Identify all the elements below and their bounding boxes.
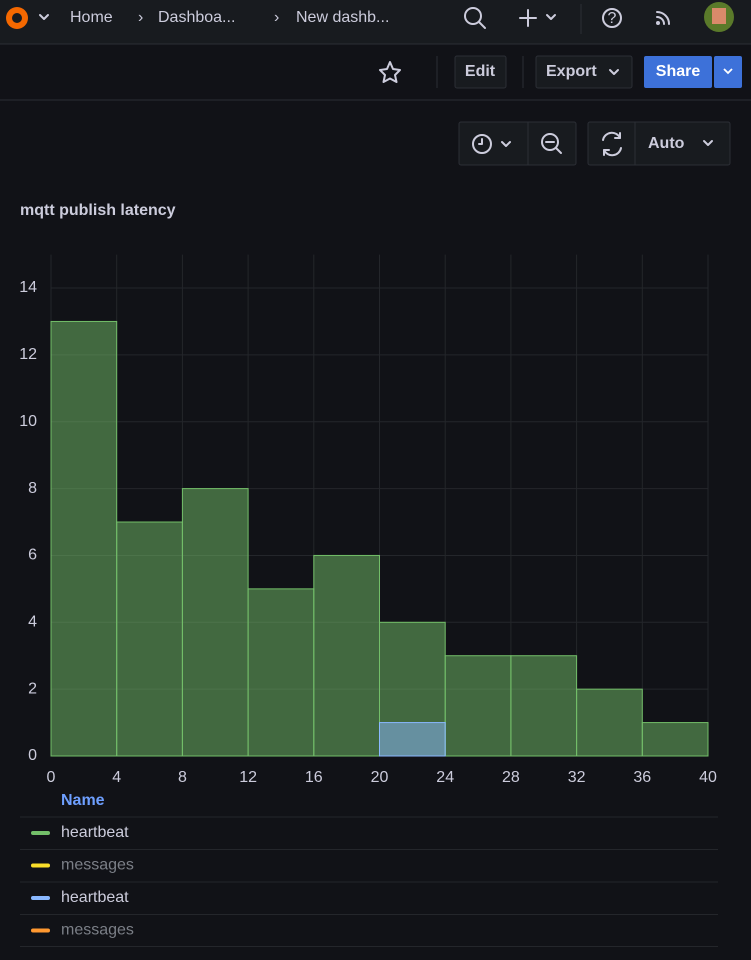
chevron <box>703 140 713 146</box>
export-label: Export <box>546 63 597 80</box>
legend-entry[interactable]: messages <box>61 922 134 939</box>
x-tick-label: 0 <box>47 769 56 786</box>
legend-entry[interactable]: heartbeat <box>61 824 129 841</box>
grafana-logo[interactable] <box>6 7 28 29</box>
star-icon[interactable] <box>379 61 401 83</box>
y-tick-label: 6 <box>28 547 37 564</box>
y-tick-label: 12 <box>19 346 37 363</box>
histogram-bar <box>576 688 643 757</box>
legend-header: Name <box>61 792 105 809</box>
legend-entry[interactable]: heartbeat <box>61 889 129 906</box>
x-tick-label: 16 <box>305 769 323 786</box>
histogram-bar <box>181 488 249 757</box>
x-tick-label: 28 <box>502 769 520 786</box>
histogram-bar <box>379 722 446 757</box>
help-glyph: ? <box>608 10 617 27</box>
zoom-out-icon[interactable] <box>541 133 562 154</box>
refresh-picker[interactable] <box>587 121 731 166</box>
separator: › <box>274 9 279 26</box>
x-tick-label: 24 <box>436 769 454 786</box>
y-tick-label: 8 <box>28 480 37 497</box>
histogram-bar <box>247 588 315 757</box>
refresh-icon[interactable] <box>602 131 622 157</box>
export-button[interactable] <box>535 55 633 89</box>
panel-title: mqtt publish latency <box>20 202 176 219</box>
clock-icon <box>472 134 511 154</box>
x-tick-label: 32 <box>568 769 586 786</box>
x-tick-label: 40 <box>699 769 717 786</box>
breadcrumb: New dashb... <box>296 9 389 26</box>
logo-hole <box>12 13 22 23</box>
y-tick-label: 14 <box>19 279 37 296</box>
chevron <box>723 68 733 75</box>
histogram-bar <box>116 521 183 757</box>
x-tick-label: 8 <box>178 769 187 786</box>
breadcrumb[interactable]: Dashboa... <box>158 9 235 26</box>
help-icon[interactable] <box>602 8 622 28</box>
top-bar <box>0 0 751 44</box>
search-icon[interactable] <box>464 7 486 29</box>
time-picker[interactable] <box>458 121 577 166</box>
breadcrumb[interactable]: Home <box>70 9 113 26</box>
x-tick-label: 36 <box>633 769 651 786</box>
histogram-bar <box>641 722 709 757</box>
chevron <box>609 69 619 75</box>
chevron[interactable] <box>39 14 49 20</box>
share-button[interactable] <box>644 56 712 88</box>
histogram-bar <box>444 655 512 757</box>
y-tick-label: 4 <box>28 614 37 631</box>
histogram-bar <box>510 655 578 757</box>
rss-icon[interactable] <box>656 11 670 25</box>
x-tick-label: 12 <box>239 769 257 786</box>
avatar-face <box>712 8 726 24</box>
y-tick-label: 0 <box>28 747 37 764</box>
edit-button[interactable] <box>454 55 507 89</box>
histogram-bar <box>50 320 118 757</box>
share-label: Share <box>656 63 701 80</box>
x-tick-label: 4 <box>112 769 121 786</box>
legend-entry[interactable]: messages <box>61 857 134 874</box>
add-icon[interactable] <box>519 9 556 27</box>
histogram-bar <box>313 554 380 757</box>
y-tick-label: 10 <box>19 413 37 430</box>
refresh-label[interactable]: Auto <box>648 135 685 152</box>
y-tick-label: 2 <box>28 680 37 697</box>
separator: › <box>138 9 143 26</box>
edit-label: Edit <box>465 63 496 80</box>
x-tick-label: 20 <box>371 769 389 786</box>
